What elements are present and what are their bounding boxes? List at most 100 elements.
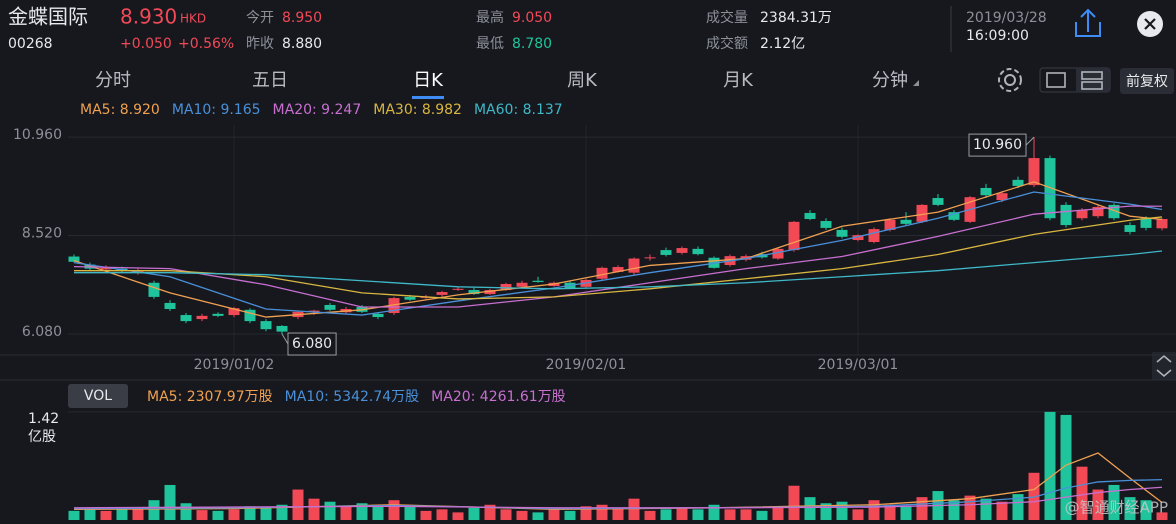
ma-legend: MA20: 4261.61万股 bbox=[431, 389, 566, 405]
adjust-button-bg[interactable] bbox=[1120, 68, 1174, 94]
volume-bar bbox=[820, 503, 832, 520]
volume-bar bbox=[516, 510, 528, 520]
volume-bar bbox=[564, 510, 576, 520]
volume-bar bbox=[948, 500, 960, 520]
volume-bar bbox=[596, 504, 608, 520]
tab[interactable]: 日K bbox=[413, 70, 444, 91]
ma-line bbox=[73, 181, 1163, 318]
candle-body bbox=[612, 267, 624, 272]
candle-body bbox=[804, 212, 816, 220]
volume-label: 成交量 bbox=[706, 9, 748, 26]
tab[interactable]: 五日 bbox=[252, 70, 288, 91]
volume-bar bbox=[756, 510, 768, 520]
high: 9.050 bbox=[512, 10, 552, 26]
candle-body bbox=[692, 248, 704, 255]
volume-bar bbox=[388, 500, 400, 520]
volume-bar bbox=[676, 507, 688, 520]
volume-bar bbox=[708, 504, 720, 520]
candle-body bbox=[676, 248, 688, 253]
tab[interactable]: 分钟 bbox=[872, 70, 908, 91]
candle-body bbox=[772, 248, 784, 259]
x-tick-label: 2019/02/01 bbox=[546, 357, 627, 373]
adjust-button[interactable]: 前复权 bbox=[1126, 73, 1168, 90]
volume-bar bbox=[1060, 414, 1072, 520]
volume-unit: 亿股 bbox=[28, 429, 56, 445]
volume-bar bbox=[724, 509, 736, 520]
candle-body bbox=[948, 212, 960, 220]
ma-legend: MA30: 8.982 bbox=[373, 102, 462, 118]
layout-buttons[interactable] bbox=[1039, 67, 1111, 93]
candle-body bbox=[1012, 179, 1024, 186]
tab[interactable]: 月K bbox=[723, 70, 754, 91]
candle-body bbox=[1028, 158, 1040, 186]
stock-code: 00268 bbox=[8, 36, 53, 52]
volume-bar bbox=[292, 489, 304, 520]
candle-body bbox=[452, 288, 464, 290]
share-button[interactable] bbox=[1075, 8, 1101, 37]
candle-body bbox=[1060, 204, 1072, 226]
candle-body bbox=[404, 296, 416, 300]
ma-line bbox=[73, 205, 1163, 308]
candle-body bbox=[868, 229, 880, 243]
volume-bar bbox=[980, 498, 992, 520]
candle-body bbox=[260, 321, 272, 330]
volume-bar bbox=[228, 509, 240, 520]
volume-bar bbox=[692, 509, 704, 520]
volume-bar bbox=[260, 507, 272, 520]
ma-line bbox=[74, 216, 1163, 300]
ma-line bbox=[73, 191, 1163, 316]
change: +0.050 bbox=[120, 36, 172, 52]
dropdown-arrow bbox=[913, 80, 919, 86]
ma-legend: MA10: 9.165 bbox=[172, 102, 261, 118]
ma-legend: MA5: 8.920 bbox=[80, 102, 160, 118]
tab[interactable]: 分时 bbox=[95, 70, 131, 91]
volume-bar bbox=[628, 498, 640, 520]
volume-bar bbox=[1076, 466, 1088, 520]
candle-body bbox=[388, 298, 400, 314]
candle-body bbox=[244, 309, 256, 322]
ma-line bbox=[73, 486, 1163, 509]
candle-body bbox=[1156, 219, 1168, 229]
volume: 2384.31万 bbox=[760, 10, 832, 26]
volume-bar bbox=[532, 512, 544, 520]
candle-body bbox=[644, 257, 656, 259]
candle-body bbox=[180, 315, 192, 322]
extreme-label: 10.960 bbox=[973, 137, 1022, 153]
tab[interactable]: 周K bbox=[567, 70, 598, 91]
time: 16:09:00 bbox=[966, 28, 1029, 44]
candle-body bbox=[932, 198, 944, 205]
volume-bar bbox=[148, 500, 160, 520]
ma-legend: MA20: 9.247 bbox=[273, 102, 362, 118]
volume-bar bbox=[68, 510, 80, 520]
candle-body bbox=[212, 313, 224, 316]
ma-line bbox=[74, 250, 1163, 290]
ma-legend: MA10: 5342.74万股 bbox=[285, 389, 420, 405]
volume-bar bbox=[484, 504, 496, 520]
candle-body bbox=[660, 250, 672, 255]
volume-bar bbox=[180, 503, 192, 520]
stock-name: 金蝶国际 bbox=[8, 5, 88, 29]
watermark: @智通财经APP bbox=[1065, 499, 1168, 517]
settings-button[interactable] bbox=[998, 68, 1022, 92]
volume-bar bbox=[1028, 472, 1040, 520]
extreme-pointer bbox=[1025, 136, 1035, 146]
y-tick-label: 8.520 bbox=[22, 226, 62, 242]
candle-body bbox=[596, 267, 608, 279]
vol-button[interactable] bbox=[68, 384, 128, 408]
volume-bar bbox=[660, 509, 672, 520]
vol-title[interactable]: VOL bbox=[84, 388, 112, 404]
volume-bar bbox=[276, 504, 288, 520]
volume-bar bbox=[404, 506, 416, 520]
volume-bar bbox=[1012, 494, 1024, 520]
volume-bar bbox=[116, 507, 128, 520]
candle-body bbox=[196, 315, 208, 320]
candle-body bbox=[484, 290, 496, 295]
date: 2019/03/28 bbox=[966, 10, 1047, 26]
candle-body bbox=[1124, 225, 1136, 232]
scroll-buttons[interactable] bbox=[1152, 352, 1176, 380]
candle-body bbox=[628, 258, 640, 273]
close-button[interactable] bbox=[1137, 11, 1163, 37]
tab-indicator bbox=[412, 96, 444, 99]
volume-bar bbox=[1092, 489, 1104, 520]
